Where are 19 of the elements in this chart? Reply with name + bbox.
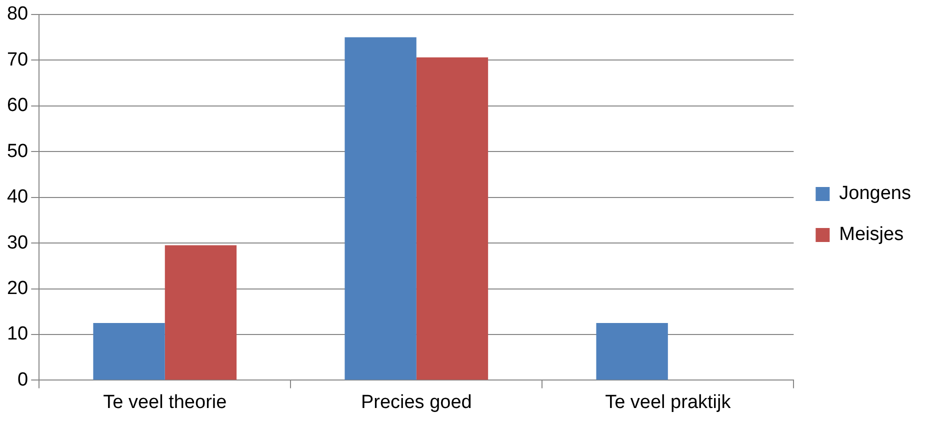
bar: [344, 37, 416, 380]
y-tick-label: 70: [6, 49, 28, 70]
bar: [596, 323, 668, 380]
x-tick-label: Precies goed: [360, 392, 472, 413]
y-tick-label: 20: [6, 278, 28, 299]
bar: [164, 245, 237, 380]
y-tick-label: 80: [6, 4, 28, 25]
y-tick-label: 50: [6, 140, 28, 162]
x-tick-label: Te veel praktijk: [605, 392, 732, 413]
x-tick-label: Te veel theorie: [103, 392, 227, 413]
legend-label: Meisjes: [839, 224, 904, 246]
y-tick-label: 10: [6, 324, 28, 345]
y-tick-label: 30: [6, 232, 28, 254]
y-tick-label: 0: [18, 369, 28, 390]
bar: [416, 57, 488, 380]
legend-label: Jongens: [839, 183, 912, 204]
bar: [93, 323, 165, 380]
y-tick-label: 60: [6, 95, 28, 116]
y-tick-label: 40: [6, 186, 28, 208]
